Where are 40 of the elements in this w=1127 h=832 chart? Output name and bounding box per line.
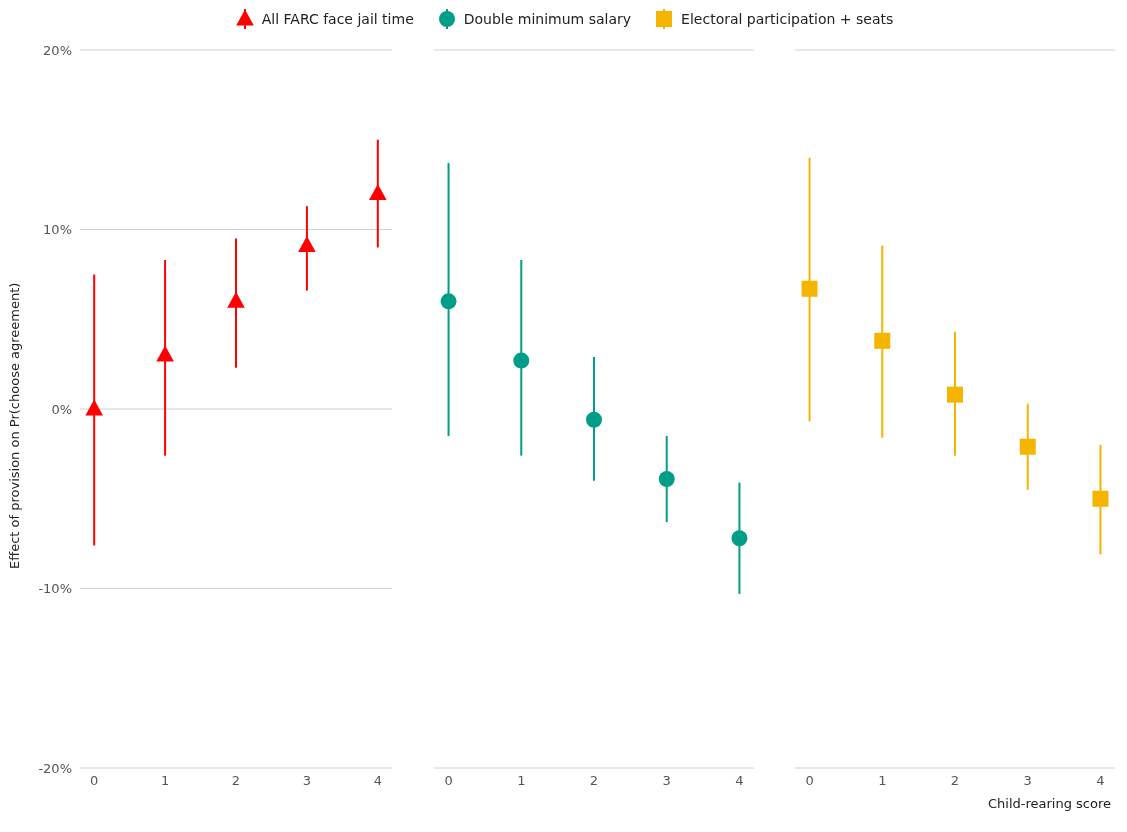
point (658, 471, 675, 488)
y-tick-label: -20% (38, 760, 72, 776)
point (1092, 490, 1109, 507)
x-tick-label: 4 (1096, 773, 1105, 789)
y-axis-title: Effect of provision on Pr(choose agreement) (6, 282, 22, 569)
x-tick-label: 1 (878, 773, 887, 789)
point (227, 291, 245, 308)
legend-label: All FARC face jail time (261, 11, 414, 27)
point (947, 386, 963, 403)
legend-label: Double minimum salary (463, 11, 632, 27)
x-axis-title: Child-rearing score (987, 796, 1111, 811)
point (156, 345, 174, 362)
x-tick-label: 0 (443, 773, 453, 789)
x-tick-label: 1 (160, 773, 170, 789)
point (369, 184, 387, 200)
x-tick-label: 4 (734, 773, 744, 789)
point (585, 411, 602, 428)
y-tick-label: 0% (51, 401, 72, 417)
x-tick-label: 0 (805, 773, 814, 789)
y-tick-label: -10% (38, 581, 72, 597)
legend-label: Electoral participation + seats (681, 11, 894, 27)
point (730, 530, 747, 547)
point (85, 399, 103, 416)
x-tick-label: 3 (662, 773, 671, 789)
x-tick-label: 2 (950, 773, 960, 789)
point (440, 293, 457, 310)
x-tick-label: 4 (373, 773, 382, 789)
x-tick-label: 0 (90, 773, 99, 789)
x-tick-label: 2 (231, 773, 241, 789)
point (298, 236, 316, 253)
x-tick-label: 3 (1023, 773, 1032, 789)
point (801, 280, 818, 297)
x-tick-label: 1 (516, 773, 525, 789)
x-tick-label: 2 (589, 773, 598, 789)
point (874, 332, 891, 349)
y-tick-label: 10% (43, 222, 72, 238)
y-tick-label: 20% (43, 42, 72, 58)
x-tick-label: 3 (302, 773, 312, 789)
point (1019, 438, 1036, 455)
point (512, 352, 529, 369)
